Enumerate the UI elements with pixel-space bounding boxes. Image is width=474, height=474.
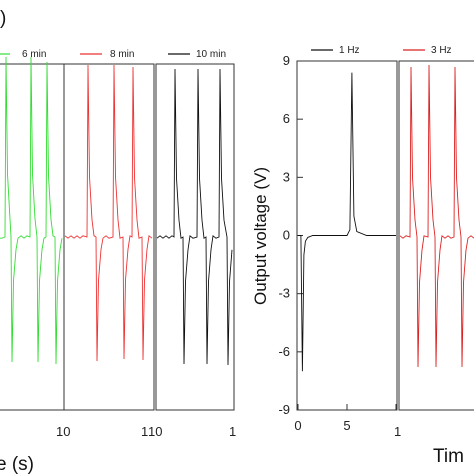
series-line-3hz [399,64,474,368]
legend-label: 8 min [110,49,134,60]
y-axis: 9 6 3 0 -3 -6 -9 [278,53,303,417]
y-tick-label: -6 [278,344,290,359]
series-line-8min [64,64,153,362]
y-axis-label: Output voltage (V) [251,167,270,305]
series-line-6min [0,56,63,365]
left-x-axis-label: e (s) [0,454,34,474]
series-line-1hz [298,72,396,372]
y-tick-label: 0 [283,228,290,243]
y-tick-label: -9 [278,402,290,417]
y-tick-label: 3 [283,169,290,184]
y-tick-label: 9 [283,53,290,68]
legend-label: 6 min [22,49,46,60]
series-line-10min [156,68,233,366]
x-tick-label: 5 [343,418,350,433]
panel-10min: 10 min 10 1 [148,49,236,439]
x-tick-label: 10 [56,424,70,439]
legend-label: 3 Hz [431,45,452,56]
panel-8min: 8 min 1 [63,49,155,439]
panel-3hz: 3 Hz 1 [394,45,474,439]
x-tick-label: 1 [229,424,236,439]
legend-label: 10 min [196,49,226,60]
panel-label: ) [0,8,6,29]
legend-label: 1 Hz [339,45,360,56]
y-tick-label: -3 [278,286,290,301]
x-tick-label: 10 [148,424,162,439]
x-tick-label: 0 [294,418,301,433]
plot-frame [63,63,155,411]
plot-frame [398,60,474,411]
y-tick-label: 6 [283,111,290,126]
plot-frame [155,63,235,411]
panel-6min: 6 min 10 [0,49,70,439]
right-x-axis-label: Tim [433,446,464,467]
x-tick-label: 1 [141,424,148,439]
x-tick-label: 1 [394,424,401,439]
